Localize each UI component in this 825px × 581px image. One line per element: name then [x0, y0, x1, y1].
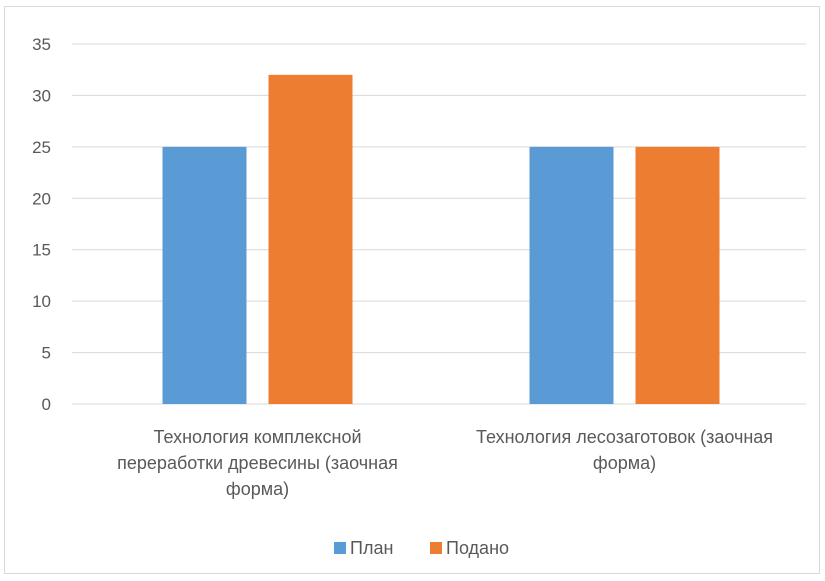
legend: План Подано — [334, 538, 509, 558]
x-category-label: форма) — [226, 479, 289, 499]
bars — [162, 74, 720, 404]
y-axis-ticks: 0 5 10 15 20 25 30 35 — [32, 35, 51, 414]
bar-podano-1 — [268, 74, 353, 404]
x-category-label: Технология лесозаготовок (заочная — [476, 427, 773, 447]
bar-plan-1 — [162, 146, 247, 404]
x-category-label: Технология комплексной — [153, 427, 361, 447]
x-axis-labels: Технология комплексной переработки древес… — [117, 427, 773, 499]
y-tick-label: 25 — [32, 138, 51, 157]
y-tick-label: 30 — [32, 86, 51, 105]
x-category-label: переработки древесины (заочная — [117, 453, 398, 473]
y-tick-label: 15 — [32, 241, 51, 260]
y-tick-label: 10 — [32, 292, 51, 311]
legend-label-2: Подано — [446, 538, 509, 558]
y-tick-label: 5 — [42, 344, 51, 363]
legend-label-1: План — [350, 538, 393, 558]
y-tick-label: 0 — [42, 395, 51, 414]
bar-plan-2 — [529, 146, 614, 404]
legend-swatch-1 — [334, 542, 346, 554]
bar-podano-2 — [635, 146, 720, 404]
legend-swatch-2 — [430, 542, 442, 554]
y-tick-label: 20 — [32, 189, 51, 208]
y-tick-label: 35 — [32, 35, 51, 54]
x-category-label: форма) — [593, 453, 656, 473]
